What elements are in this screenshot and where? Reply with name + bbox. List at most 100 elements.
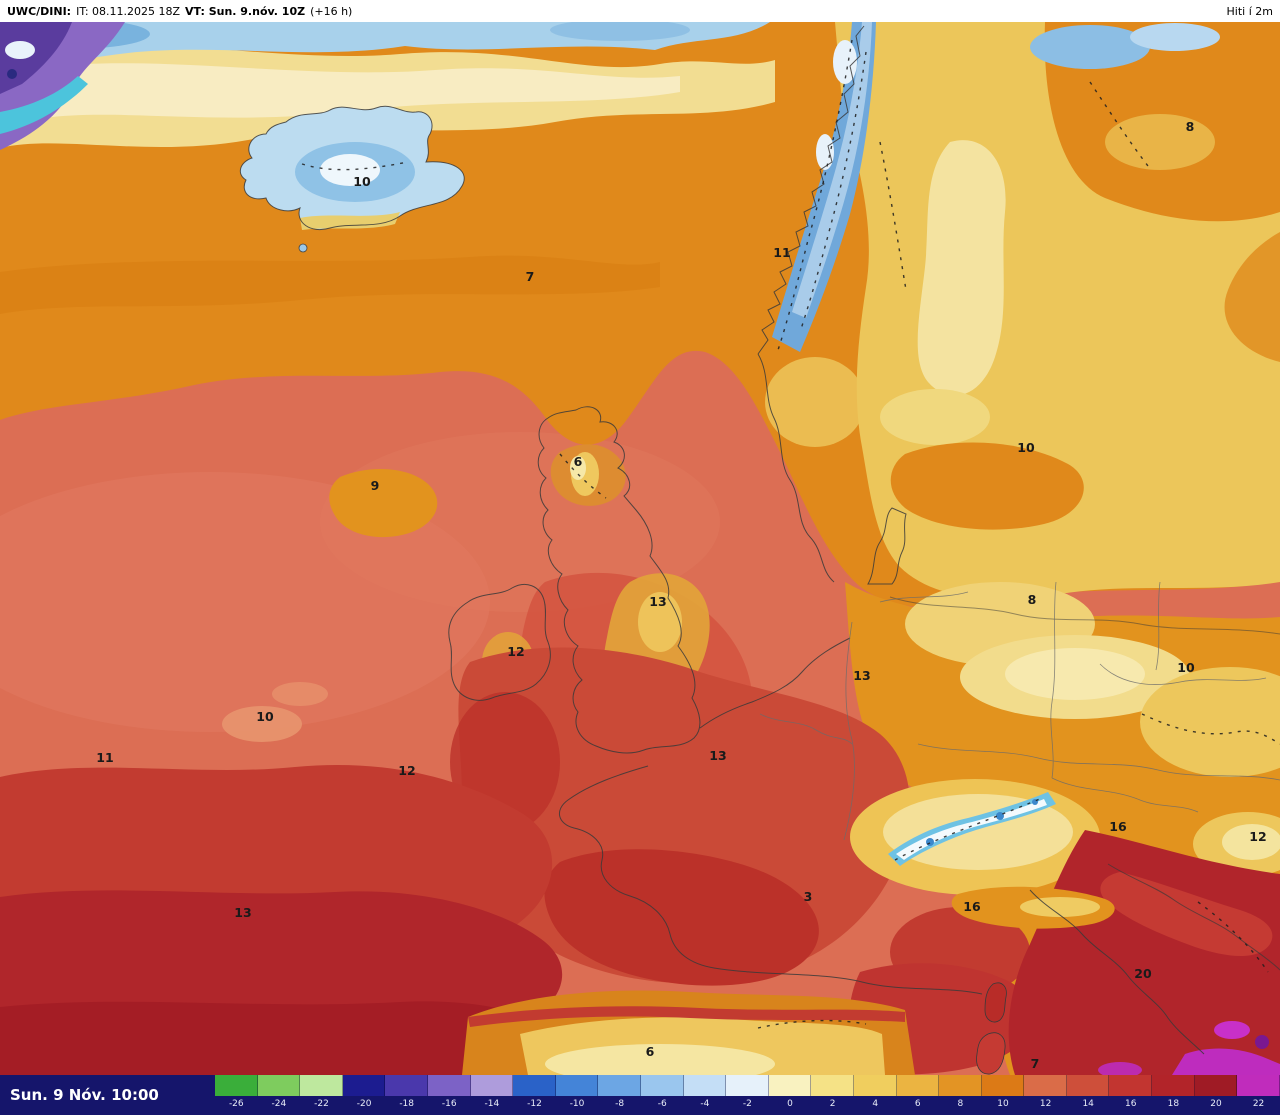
scale-cell: -26: [215, 1075, 258, 1115]
scale-swatch: [427, 1075, 471, 1096]
temperature-label: 10: [1177, 660, 1195, 675]
scale-cell: -10: [555, 1075, 599, 1115]
scale-cell: 14: [1066, 1075, 1110, 1115]
scale-swatch: [1066, 1075, 1110, 1096]
scale-swatch: [1109, 1075, 1153, 1096]
scale-swatch: [1152, 1075, 1195, 1096]
top-bar: UWC/DINI: IT: 08.11.2025 18Z VT: Sun. 9.nó…: [0, 0, 1280, 22]
scale-value: -22: [314, 1099, 329, 1109]
scale-swatch: [640, 1075, 684, 1096]
scale-swatch: [1237, 1075, 1280, 1096]
scale-cell: -6: [640, 1075, 684, 1115]
country-borders: [759, 581, 1280, 841]
scale-value: -6: [657, 1099, 667, 1109]
scale-swatch: [1194, 1075, 1238, 1096]
scandinavia: [765, 22, 1280, 600]
lead-time: (+16 h): [310, 4, 353, 18]
scale-value: 6: [914, 1099, 921, 1109]
scale-value: -10: [569, 1099, 585, 1109]
temperature-label: 7: [526, 269, 535, 284]
scale-value: 18: [1167, 1099, 1180, 1109]
temperature-label: 13: [853, 668, 870, 683]
scale-value: 20: [1210, 1099, 1222, 1109]
temperature-label: 7: [1031, 1056, 1040, 1071]
scale-cell: -2: [726, 1075, 769, 1115]
temperature-label: 10: [353, 174, 371, 189]
scale-swatch: [257, 1075, 301, 1096]
scale-swatch: [300, 1075, 343, 1096]
france-region: [0, 647, 1033, 1075]
temperature-label: 6: [646, 1044, 655, 1059]
scale-swatch: [555, 1075, 599, 1096]
temperature-color-scale: -26 -24 -22 -20 -18 -16 -14 -12 -10 -8 -6 -4 -2 0 2 4 6 8…: [215, 1075, 1280, 1115]
coastlines: [239, 25, 1280, 1055]
scale-value: -26: [228, 1099, 244, 1109]
scale-value: -18: [399, 1099, 415, 1109]
temperature-label: 11: [96, 750, 113, 765]
scale-cell: 12: [1024, 1075, 1067, 1115]
valid-time: VT: Sun. 9.nóv. 10Z: [185, 4, 306, 18]
scale-cell: 10: [981, 1075, 1025, 1115]
temperature-label: 8: [1186, 119, 1195, 134]
scale-value: 2: [829, 1099, 836, 1109]
temperature-label: 3: [804, 889, 813, 904]
temperature-label: 11: [773, 245, 790, 260]
scale-value: 4: [872, 1099, 879, 1109]
scale-cell: 6: [896, 1075, 940, 1115]
scale-value: 14: [1082, 1099, 1094, 1109]
arctic-region: [0, 22, 775, 150]
scale-cell: -16: [427, 1075, 471, 1115]
mountain-hatches: [301, 39, 1280, 1029]
temperature-label: 20: [1134, 966, 1152, 981]
iceland: [240, 106, 465, 253]
map-canvas: 8 10 7 11 9 6 10 13 12 8 13 10 10 11 12 13 16 12 13 3 16 20 6 7: [0, 22, 1280, 1075]
scale-swatch: [726, 1075, 769, 1096]
temperature-label: 16: [1109, 819, 1127, 834]
scale-value: 8: [957, 1099, 964, 1109]
temperature-label: 6: [574, 454, 583, 469]
scale-cell: -20: [342, 1075, 386, 1115]
scale-swatch: [811, 1075, 854, 1096]
scale-value: -8: [615, 1099, 625, 1109]
scale-cell: -24: [257, 1075, 301, 1115]
scale-swatch: [470, 1075, 514, 1096]
scale-cell: 16: [1109, 1075, 1153, 1115]
scale-cell: -8: [598, 1075, 641, 1115]
temperature-label: 9: [371, 478, 380, 493]
scale-cell: -22: [300, 1075, 343, 1115]
scale-swatch: [513, 1075, 556, 1096]
run-info: UWC/DINI: IT: 08.11.2025 18Z VT: Sun. 9.nó…: [7, 5, 357, 18]
model-label: UWC/DINI:: [7, 4, 72, 18]
temperature-label: 16: [963, 899, 981, 914]
scale-value: -12: [527, 1099, 542, 1109]
scale-cell: 22: [1237, 1075, 1280, 1115]
temperature-label: 13: [649, 594, 666, 609]
valid-timestamp: Sun. 9 Nóv. 10:00: [10, 1086, 159, 1104]
scale-value: 22: [1252, 1099, 1265, 1109]
scale-cell: 18: [1152, 1075, 1195, 1115]
scale-cell: 0: [768, 1075, 812, 1115]
scale-swatch: [598, 1075, 641, 1096]
init-time: IT: 08.11.2025 18Z: [76, 4, 181, 18]
temperature-label: 8: [1028, 592, 1037, 607]
scale-cell: -14: [470, 1075, 514, 1115]
scale-value: 0: [787, 1099, 793, 1109]
scale-value: 16: [1125, 1099, 1137, 1109]
temperature-label: 12: [507, 644, 524, 659]
scale-swatch: [385, 1075, 428, 1096]
temperature-label: 10: [1017, 440, 1035, 455]
scale-value: -4: [700, 1099, 710, 1109]
scale-cell: 4: [853, 1075, 897, 1115]
scale-cell: -18: [385, 1075, 428, 1115]
scale-value: -24: [271, 1099, 287, 1109]
scale-value: -16: [441, 1099, 457, 1109]
iberia: [462, 990, 915, 1075]
scale-swatch: [768, 1075, 812, 1096]
scale-cell: 20: [1194, 1075, 1238, 1115]
scale-cell: 2: [811, 1075, 854, 1115]
scale-swatch: [939, 1075, 982, 1096]
scale-swatch: [896, 1075, 940, 1096]
scale-value: -20: [356, 1099, 372, 1109]
temperature-label: 13: [709, 748, 726, 763]
scale-value: 12: [1039, 1099, 1052, 1109]
